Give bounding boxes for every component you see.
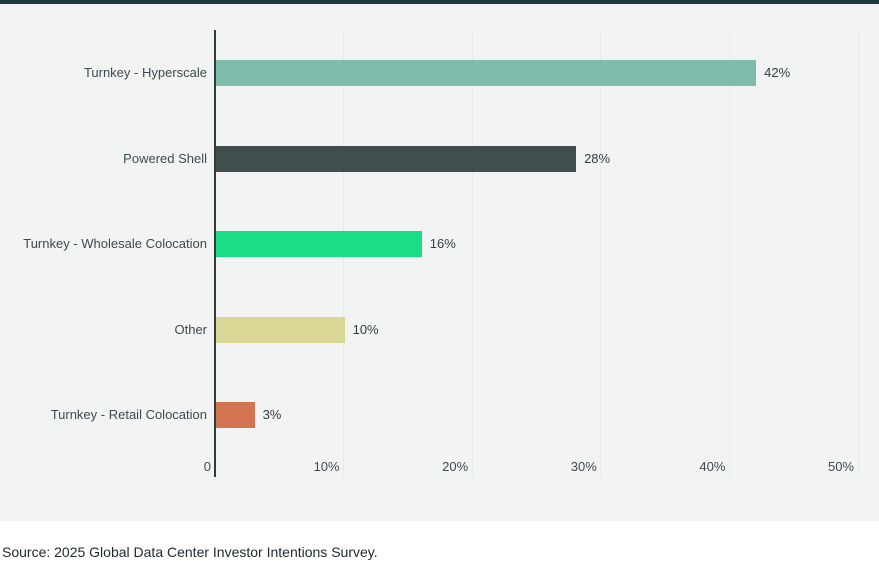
chart-card: 0 10% 20% 30% 40% 50% Turnkey - Hyperscale 42% P… [0, 4, 879, 521]
gridline-30% [600, 30, 602, 477]
source-note: Source: 2025 Global Data Center Investor… [2, 544, 378, 560]
category-label: Turnkey - Wholesale Colocation [23, 236, 207, 251]
bar-turnkey-hyperscale [216, 60, 757, 86]
category-label: Turnkey - Retail Colocation [50, 407, 207, 422]
category-label: Other [174, 321, 207, 337]
value-label: 3% [262, 407, 282, 422]
category-label: Powered Shell [123, 150, 207, 166]
x-tick-label: 30% [570, 459, 597, 474]
gridline-20% [471, 30, 473, 477]
bar-other [216, 316, 345, 343]
x-tick-label: 10% [313, 459, 340, 474]
value-label: 28% [584, 150, 611, 166]
bar-turnkey-retail-colocation [216, 402, 255, 428]
top-accent-bar [0, 0, 879, 4]
value-label: 42% [764, 65, 791, 80]
x-tick-label: 0 [203, 459, 211, 474]
value-label: 10% [352, 321, 379, 337]
x-tick-label: 20% [442, 459, 469, 474]
gridline-40% [728, 30, 730, 477]
value-label: 16% [429, 236, 456, 251]
bar-turnkey-wholesale-colocation [216, 231, 422, 257]
y-axis-line [214, 30, 216, 477]
category-label: Turnkey - Hyperscale [83, 65, 207, 80]
x-tick-label: 40% [699, 459, 726, 474]
x-tick-label: 50% [827, 459, 854, 474]
gridline-50% [857, 30, 859, 477]
bar-powered-shell [216, 145, 577, 172]
